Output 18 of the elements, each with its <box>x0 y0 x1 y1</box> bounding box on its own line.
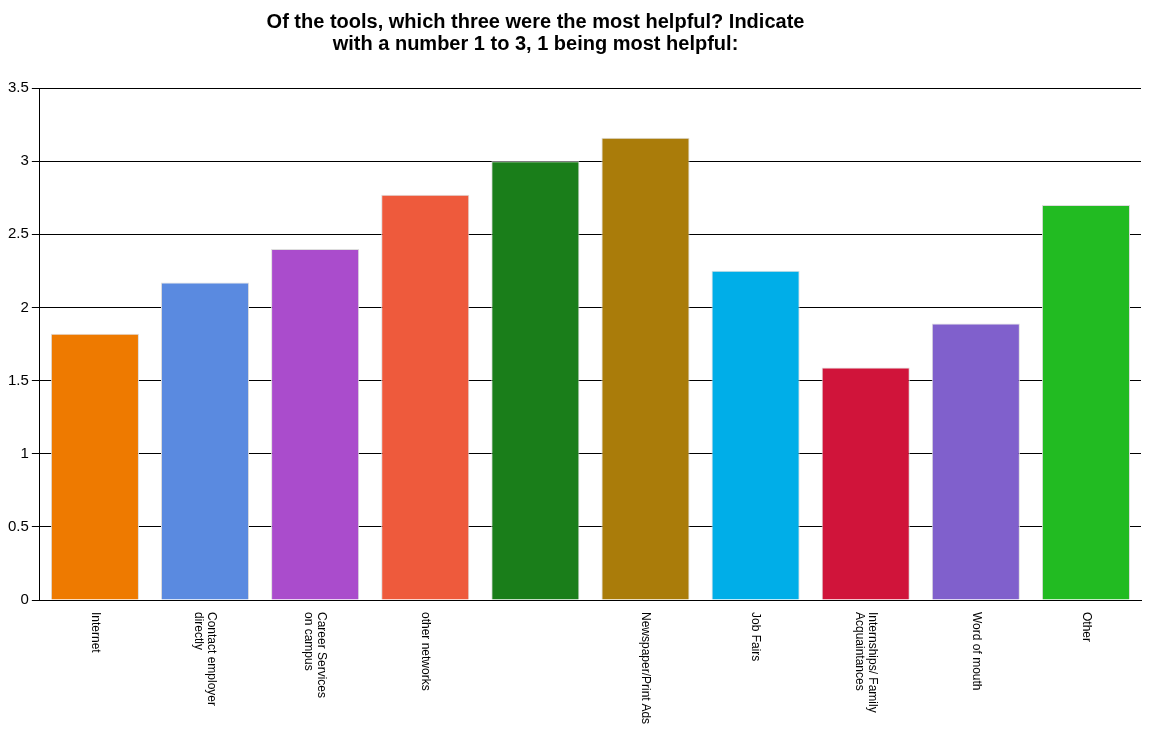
x-tick-label: other networks <box>418 612 433 691</box>
y-tick-label: 3 <box>20 151 29 169</box>
y-tick-label: 2 <box>20 297 29 315</box>
y-tick-label: 1.5 <box>7 370 29 388</box>
x-tick-label: Other <box>1079 612 1094 643</box>
x-tick-label: Internships/ Family Acquaintances <box>852 612 880 713</box>
x-tick-label: Word of mouth <box>969 612 984 691</box>
x-tick-label: Job Fairs <box>749 612 764 662</box>
y-tick-label: 2.5 <box>7 224 29 242</box>
x-tick-label: Internet <box>88 612 103 654</box>
x-tick-label: Career Services on campus <box>302 612 330 699</box>
x-tick-label: Contact employer directly <box>192 612 220 707</box>
y-tick-label: 0.5 <box>7 517 29 534</box>
y-tick-label: 0 <box>20 590 29 608</box>
y-tick-label: 3.5 <box>7 78 29 96</box>
y-tick-label: 1 <box>20 443 29 461</box>
chart-title: Of the tools, which three were the most helpful? Indicate with a number 1 to 3, 1 being most helpful: <box>265 9 806 56</box>
x-tick-label: Newspaper/Print Ads <box>639 612 654 725</box>
